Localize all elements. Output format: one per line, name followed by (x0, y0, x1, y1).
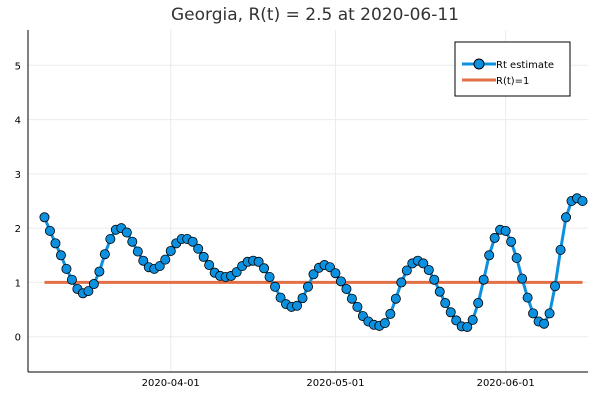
rt-estimate-point (198, 251, 209, 262)
rt-estimate-point (193, 243, 204, 254)
rt-estimate-point (55, 250, 66, 261)
rt-estimate-point (434, 286, 445, 297)
rt-estimate-point (292, 300, 303, 311)
rt-estimate-point (83, 286, 94, 297)
rt-estimate-point (555, 244, 566, 255)
rt-estimate-point (275, 292, 286, 303)
rt-estimate-point (462, 321, 473, 332)
rt-estimate-point (264, 271, 275, 282)
rt-estimate-point (61, 263, 72, 274)
rt-estimate-point (544, 308, 555, 319)
rt-estimate-point (308, 269, 319, 280)
rt-estimate-point (577, 195, 588, 206)
rt-estimate-point (165, 245, 176, 256)
legend-marker-rt-estimate (473, 58, 485, 70)
rt-estimate-point (473, 298, 484, 309)
rt-estimate-point (522, 292, 533, 303)
rt-estimate-point (50, 238, 61, 249)
rt-estimate-point (270, 281, 281, 292)
rt-estimate-point (517, 273, 528, 284)
rt-estimate-point (302, 281, 313, 292)
rt-estimate-point (204, 260, 215, 271)
rt-estimate-point (511, 252, 522, 263)
rt-estimate-point (352, 301, 363, 312)
rt-estimate-point (385, 308, 396, 319)
x-tick-labels: 2020-04-01 2020-05-01 2020-06-01 (142, 378, 535, 389)
legend: Rt estimate R(t)=1 (454, 41, 571, 97)
rt-estimate-point (138, 255, 149, 266)
rt-estimate-point (379, 318, 390, 329)
legend-box (454, 41, 571, 97)
series (39, 193, 588, 332)
rt-estimate-point (440, 298, 451, 309)
y-tick-label: 5 (15, 61, 21, 72)
rt-estimate-point (561, 212, 572, 223)
rt-estimate-point (94, 266, 105, 277)
rt-estimate-point (154, 261, 165, 272)
y-tick-labels: 0 1 2 3 4 5 (15, 61, 21, 343)
rt-estimate-point (467, 314, 478, 325)
rt-estimate-point (390, 293, 401, 304)
rt-estimate-point (253, 256, 264, 267)
rt-estimate-point (528, 308, 539, 319)
rt-estimate-point (105, 233, 116, 244)
rt-estimate-point (401, 265, 412, 276)
rt-estimate-point (506, 236, 517, 247)
rt-estimate-point (66, 274, 77, 285)
y-tick-label: 1 (15, 278, 21, 289)
rt-estimate-line (43, 196, 584, 329)
rt-estimate-point (44, 225, 55, 236)
rt-estimate-point (88, 279, 99, 290)
axes (27, 30, 588, 373)
rt-estimate-point (539, 318, 550, 329)
rt-estimate-point (127, 236, 138, 247)
rt-estimate-point (478, 274, 489, 285)
rt-estimate-point (259, 263, 270, 274)
rt-estimate-point (39, 212, 50, 223)
x-tick-label: 2020-04-01 (142, 378, 200, 389)
rt-estimate-point (423, 264, 434, 275)
rt-estimate-point (418, 258, 429, 269)
legend-label-rt-estimate: Rt estimate (496, 60, 554, 71)
rt-estimate-point (500, 225, 511, 236)
rt-estimate-point (132, 246, 143, 257)
rt-estimate-point (160, 254, 171, 265)
rt-estimate-point (121, 227, 132, 238)
rt-estimate-point (550, 281, 561, 292)
chart-title: Georgia, R(t) = 2.5 at 2020-06-11 (171, 5, 459, 25)
y-tick-label: 4 (15, 116, 21, 127)
rt-estimate-point (297, 293, 308, 304)
x-tick-label: 2020-06-01 (477, 378, 535, 389)
rt-estimate-point (484, 250, 495, 261)
y-tick-label: 0 (15, 333, 21, 344)
x-tick-label: 2020-05-01 (306, 378, 364, 389)
rt-estimate-point (187, 236, 198, 247)
y-tick-label: 3 (15, 170, 21, 181)
rt-estimate-point (429, 274, 440, 285)
rt-estimate-point (330, 268, 341, 279)
rt-estimate-point (445, 307, 456, 318)
legend-label-r-equals-1: R(t)=1 (496, 76, 529, 87)
rt-estimate-point (341, 283, 352, 294)
rt-estimate-point (396, 277, 407, 288)
rt-estimate-point (489, 232, 500, 243)
rt-estimate-point (335, 276, 346, 287)
rt-estimate-point (99, 249, 110, 260)
rt-estimate-point (346, 293, 357, 304)
y-tick-label: 2 (15, 224, 21, 235)
